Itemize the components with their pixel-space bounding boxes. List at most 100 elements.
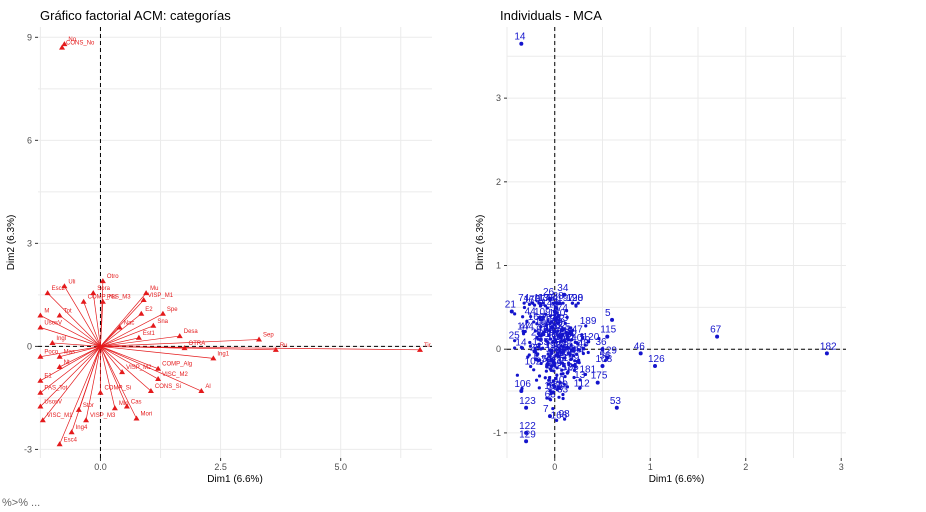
- cloud-point: [528, 344, 533, 348]
- cloud-point: [545, 358, 549, 362]
- category-label: Mas: [64, 350, 75, 356]
- cloud-point-label: 162: [528, 312, 545, 323]
- cloud-point: [534, 350, 538, 355]
- category-label: UsosV: [44, 320, 62, 326]
- category-label: VISC_M1: [47, 413, 73, 419]
- individual-point: [567, 351, 572, 356]
- individual-label: 140: [548, 375, 565, 386]
- category-ray: [64, 286, 101, 347]
- cloud-point: [572, 368, 577, 372]
- y-tick-label: 9: [27, 32, 32, 42]
- cloud-point: [565, 333, 569, 337]
- category-point: [56, 441, 63, 447]
- cloud-point: [587, 340, 591, 344]
- cloud-point: [532, 303, 537, 307]
- cloud-point-label: 194: [544, 313, 561, 324]
- y-tick-label: -3: [24, 444, 32, 454]
- cloud-point-label: 2: [559, 313, 565, 324]
- cloud-point: [569, 357, 573, 361]
- cloud-point: [562, 364, 566, 368]
- category-ray: [100, 337, 139, 347]
- cloud-point: [565, 385, 570, 389]
- cloud-point: [529, 364, 533, 369]
- cloud-point: [551, 390, 555, 394]
- cloud-point: [521, 329, 525, 333]
- cloud-point: [574, 303, 578, 307]
- category-label: CONS_Si: [155, 384, 181, 390]
- cloud-point: [564, 330, 568, 334]
- cloud-point-label: 151: [554, 332, 571, 343]
- cloud-point-label: 83: [552, 321, 564, 332]
- category-ray: [59, 315, 101, 347]
- cloud-point: [603, 358, 607, 363]
- cloud-point-label: 28: [531, 327, 543, 338]
- category-point: [80, 298, 87, 304]
- category-point: [416, 346, 423, 352]
- category-point: [49, 339, 56, 345]
- category-ray: [85, 346, 101, 421]
- cloud-point: [543, 304, 548, 308]
- cloud-point: [532, 368, 536, 372]
- individual-point: [610, 317, 615, 322]
- category-label: Uli: [68, 279, 75, 285]
- cloud-point-label: 143: [541, 298, 558, 309]
- y-axis-label: Dim2 (6.3%): [475, 215, 486, 271]
- cloud-point: [519, 345, 524, 350]
- cloud-point: [561, 301, 565, 305]
- category-ray: [40, 346, 101, 358]
- individual-point: [595, 380, 600, 385]
- cloud-point-label: 60: [543, 325, 555, 336]
- x-tick-label: 5.0: [334, 462, 347, 472]
- cloud-point: [551, 406, 555, 411]
- individual-label: 21: [505, 300, 517, 311]
- category-ray: [100, 346, 152, 392]
- cloud-point: [521, 332, 526, 336]
- individual-label: 53: [610, 396, 622, 407]
- category-label: Min: [119, 401, 129, 407]
- cloud-point-label: 193: [544, 340, 561, 351]
- category-label: COMP_Si: [104, 386, 131, 392]
- cloud-point: [565, 315, 569, 319]
- category-ray: [100, 346, 214, 359]
- category-point: [37, 353, 44, 359]
- category-point: [59, 44, 66, 50]
- cloud-point-label: 29: [530, 342, 542, 353]
- cloud-point: [548, 348, 552, 352]
- cloud-point-label: 37: [535, 294, 547, 305]
- cloud-point: [548, 354, 552, 358]
- category-ray: [100, 346, 137, 419]
- cloud-point-label: 166: [551, 410, 568, 421]
- category-ray: [100, 335, 180, 347]
- cloud-point: [530, 301, 535, 305]
- cloud-point: [548, 397, 552, 401]
- cloud-point-label: 185: [562, 362, 579, 373]
- cloud-point-label: 186: [544, 321, 561, 332]
- console-footer-text: %>% ...: [2, 497, 41, 509]
- cloud-point-label: 197: [557, 293, 574, 304]
- cloud-point-label: 140: [549, 308, 566, 319]
- cloud-point: [561, 361, 565, 365]
- cloud-point: [552, 369, 556, 373]
- cloud-point: [548, 321, 552, 325]
- category-point: [61, 283, 68, 289]
- cloud-point: [553, 323, 557, 327]
- individual-label: 106: [514, 379, 531, 390]
- individual-point: [614, 405, 619, 410]
- category-point: [37, 377, 44, 383]
- cloud-point-label: 10: [550, 346, 562, 357]
- cloud-point: [534, 357, 538, 361]
- category-point: [68, 429, 75, 435]
- category-point: [272, 346, 279, 352]
- individual-point: [524, 430, 529, 435]
- category-label: Spe: [167, 307, 178, 313]
- cloud-point: [549, 352, 554, 356]
- cloud-point: [562, 327, 567, 331]
- cloud-point: [522, 305, 527, 310]
- cloud-point-label: 181: [579, 364, 596, 375]
- individual-point: [605, 355, 610, 360]
- cloud-point: [564, 309, 569, 313]
- category-point: [61, 41, 68, 47]
- category-label: Ingl: [56, 336, 66, 342]
- category-ray: [100, 346, 128, 407]
